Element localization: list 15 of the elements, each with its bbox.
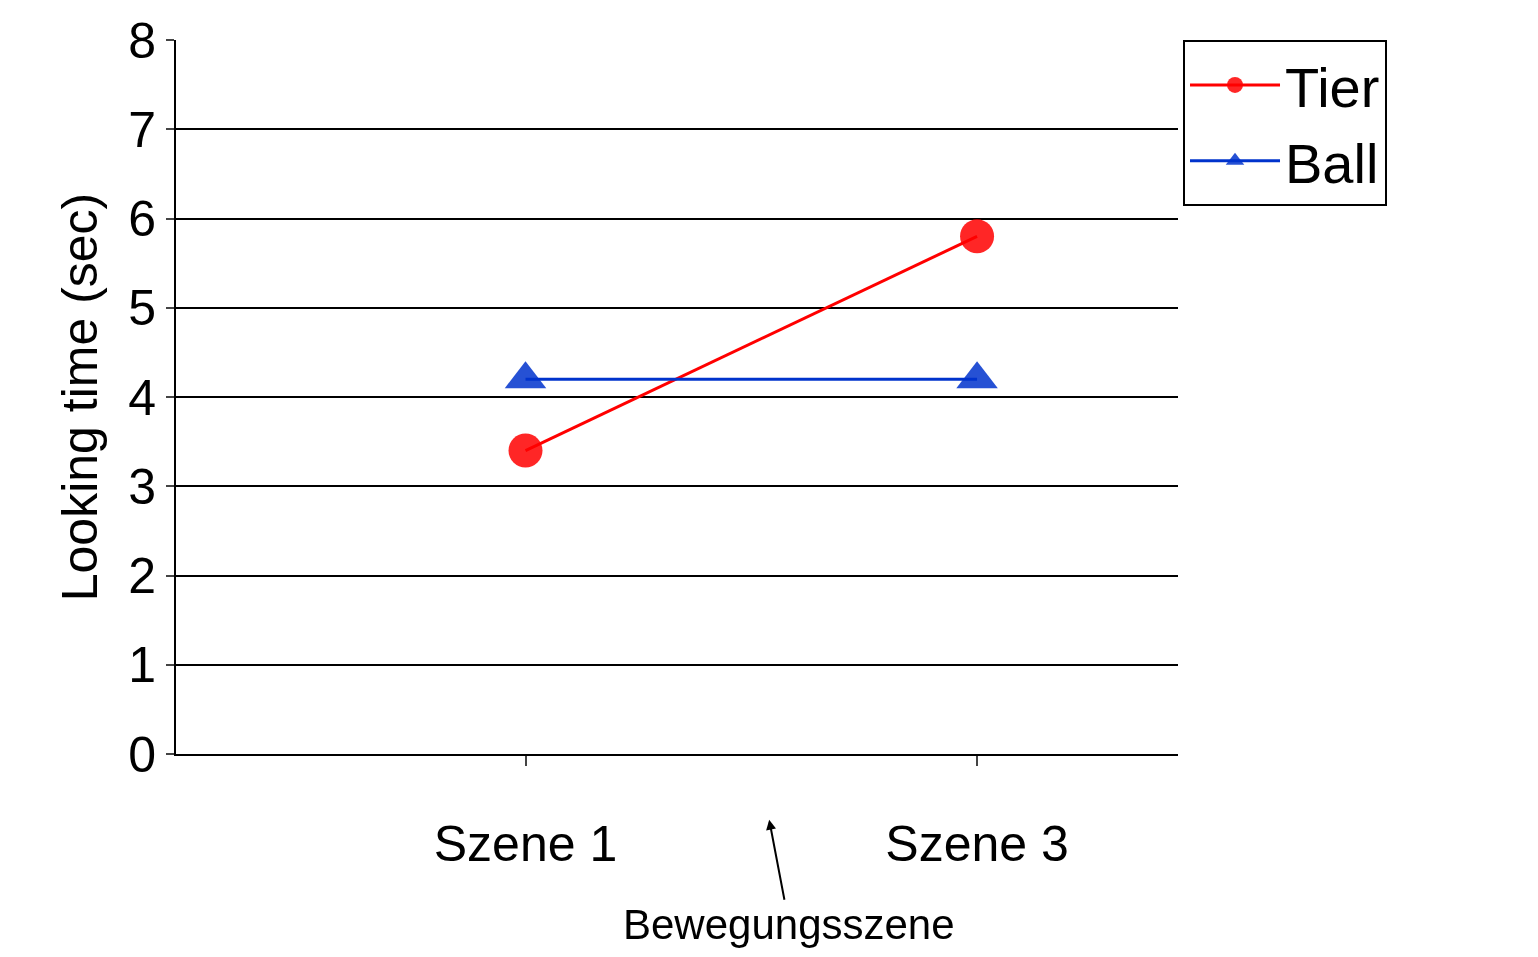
y-tick-label: 5 <box>128 280 156 337</box>
y-tick-label: 1 <box>128 637 156 694</box>
legend-label: Ball <box>1285 131 1379 195</box>
y-tick-label: 0 <box>128 726 156 783</box>
x-tick-label: Szene 1 <box>433 816 618 872</box>
y-tick-label: 8 <box>128 12 156 69</box>
y-tick-label: 4 <box>128 369 156 426</box>
y-tick-label: 2 <box>128 548 156 604</box>
legend-label: Tier <box>1285 55 1380 119</box>
x-tick-label: Szene 3 <box>885 816 1069 872</box>
y-tick-label: 7 <box>128 101 156 158</box>
y-tick-label: 3 <box>128 458 156 515</box>
y-axis-title: Looking time (sec) <box>51 192 108 602</box>
text: Bewegungsszene <box>623 901 955 948</box>
y-tick-label: 6 <box>128 191 156 247</box>
